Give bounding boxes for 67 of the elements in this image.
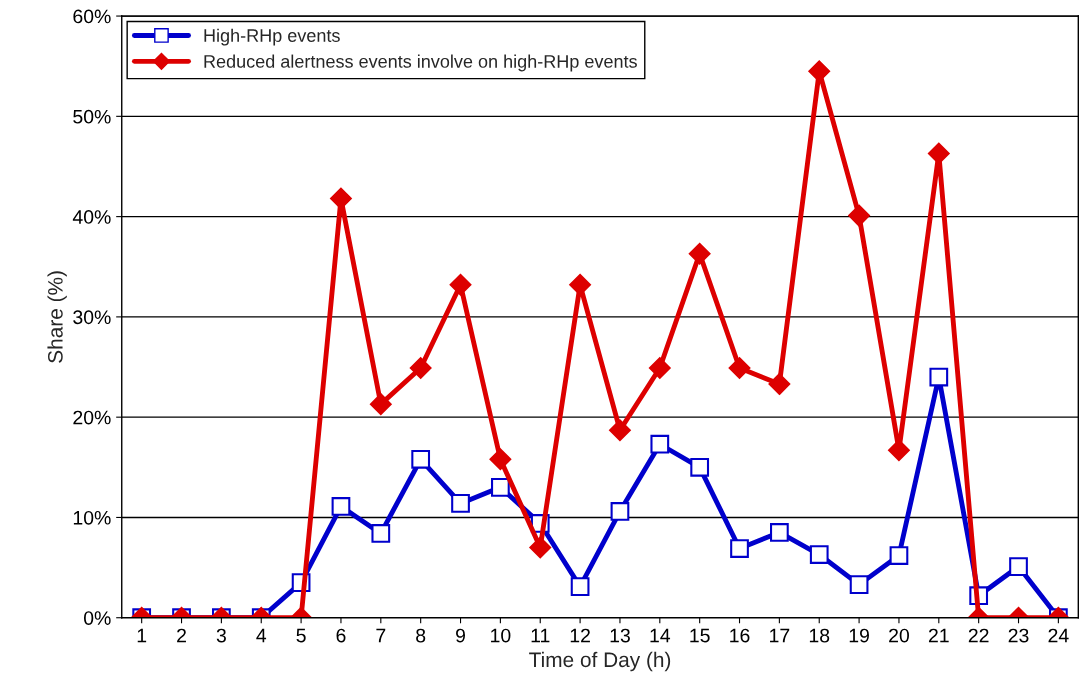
legend-label: High-RHp events	[204, 28, 340, 46]
point	[809, 545, 829, 564]
x-tick-label: 16	[730, 628, 750, 643]
x-tick-label: 21	[928, 628, 949, 643]
x-tick-label: 8	[416, 628, 426, 643]
x-tick-label: 14	[650, 628, 671, 643]
x-tick-label: 15	[690, 628, 710, 643]
x-tick-label: 23	[1008, 628, 1029, 643]
x-tick-label: 9	[456, 628, 466, 643]
point	[688, 242, 711, 265]
point	[331, 497, 351, 516]
y-tick-label: 0%	[83, 611, 111, 625]
x-tick-label: 12	[570, 628, 590, 643]
point	[888, 439, 910, 462]
point	[927, 142, 950, 165]
y-tick-label: 50%	[73, 109, 111, 124]
point	[770, 523, 789, 542]
x-tick-label: 13	[610, 628, 630, 643]
point	[768, 373, 791, 395]
y-tick-label: 30%	[73, 310, 111, 325]
x-tick-label: 6	[336, 628, 346, 643]
point	[1009, 557, 1028, 576]
point	[409, 357, 432, 379]
x-tick-label: 2	[177, 628, 186, 643]
x-tick-label: 4	[256, 628, 267, 643]
x-tick-label: 1	[137, 628, 147, 643]
y-tick-label: 10%	[73, 510, 111, 525]
point	[411, 449, 431, 469]
x-tick-label: 10	[491, 628, 511, 643]
point	[929, 367, 949, 387]
point	[369, 393, 392, 415]
point	[529, 536, 552, 559]
point	[848, 204, 870, 227]
x-tick-label: 5	[296, 628, 306, 643]
point	[569, 273, 591, 296]
x-tick-label: 7	[376, 628, 386, 643]
y-tick-label: 40%	[72, 210, 111, 224]
x-tick-label: 18	[809, 628, 830, 643]
point	[690, 457, 710, 477]
point	[570, 577, 590, 597]
point	[330, 187, 352, 210]
x-tick-label: 17	[770, 628, 790, 643]
x-tick-label: 22	[968, 628, 989, 643]
point	[808, 60, 831, 83]
point	[889, 546, 909, 565]
x-tick-label: 19	[849, 628, 869, 643]
legend-label: Reduced alertness events involve on high-RHp events	[204, 54, 637, 72]
point	[609, 419, 631, 442]
point	[451, 494, 470, 513]
point	[650, 434, 670, 454]
point	[449, 273, 472, 296]
x-tick-label: 3	[216, 628, 226, 643]
point	[728, 357, 751, 379]
point	[610, 502, 630, 521]
point	[371, 524, 391, 543]
x-tick-label: 20	[889, 628, 909, 643]
point	[489, 448, 512, 471]
x-tick-label: 24	[1048, 628, 1069, 643]
y-tick-label: 20%	[73, 410, 111, 425]
point	[849, 575, 869, 595]
x-tick-label: 11	[531, 628, 550, 643]
y-tick-label: 60%	[73, 9, 111, 24]
x-axis-title: Time of Day (h)	[529, 651, 671, 672]
point	[491, 477, 510, 497]
point	[730, 539, 749, 558]
y-axis-title: Share (%)	[47, 271, 67, 363]
point	[648, 357, 671, 379]
